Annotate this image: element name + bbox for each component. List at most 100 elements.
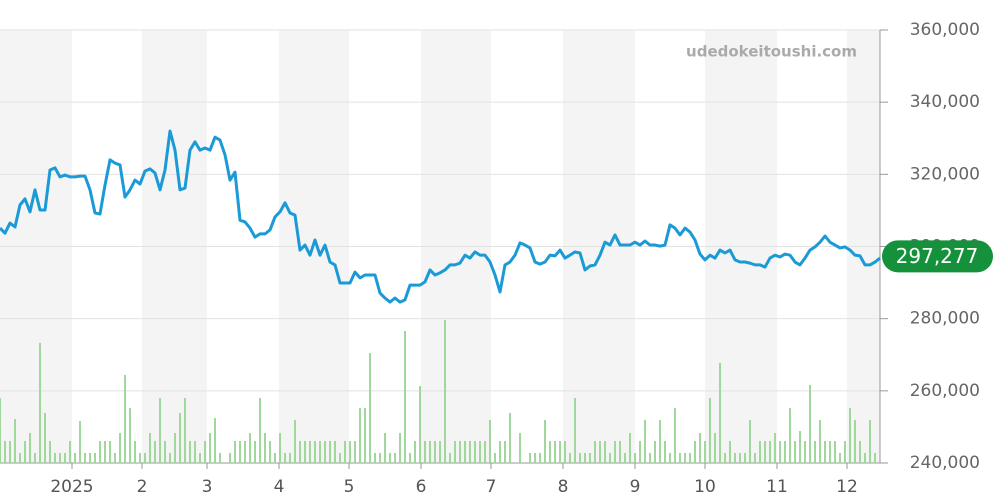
volume-bar <box>749 420 751 463</box>
volume-bar <box>339 453 341 463</box>
volume-bar <box>364 408 366 463</box>
volume-bar <box>584 453 586 463</box>
volume-bar <box>64 453 66 463</box>
x-tick-label: 8 <box>558 477 569 497</box>
volume-bar <box>424 441 426 463</box>
volume-bar <box>534 453 536 463</box>
x-tick-label: 9 <box>630 477 641 497</box>
volume-bar <box>189 441 191 463</box>
volume-bar <box>694 441 696 463</box>
volume-bar <box>669 453 671 463</box>
volume-bar <box>254 441 256 463</box>
x-tick-label: 2 <box>137 477 148 497</box>
volume-bar <box>314 441 316 463</box>
x-tick-label: 11 <box>766 477 788 497</box>
volume-bar <box>444 320 446 463</box>
volume-bar <box>844 441 846 463</box>
volume-bar <box>159 398 161 463</box>
volume-bar <box>639 441 641 463</box>
volume-bar <box>604 441 606 463</box>
volume-bar <box>24 441 26 463</box>
x-tick-label: 2025 <box>50 477 93 497</box>
x-tick-label: 10 <box>694 477 716 497</box>
volume-bar <box>99 441 101 463</box>
volume-bar <box>789 408 791 463</box>
volume-bar <box>729 441 731 463</box>
volume-bar <box>49 441 51 463</box>
volume-bar <box>464 441 466 463</box>
volume-bar <box>629 433 631 463</box>
volume-bar <box>714 433 716 463</box>
volume-bar <box>414 441 416 463</box>
volume-bar <box>289 453 291 463</box>
volume-bar <box>239 441 241 463</box>
volume-bar <box>199 453 201 463</box>
volume-bar <box>549 441 551 463</box>
volume-bar <box>279 433 281 463</box>
volume-bar <box>394 453 396 463</box>
volume-bar <box>739 453 741 463</box>
x-tick-label: 6 <box>416 477 427 497</box>
volume-bar <box>609 453 611 463</box>
volume-bar <box>214 418 216 463</box>
volume-bar <box>164 441 166 463</box>
x-tick-label: 4 <box>274 477 285 497</box>
volume-bar <box>554 441 556 463</box>
volume-bar <box>744 453 746 463</box>
volume-bar <box>799 431 801 463</box>
volume-bar <box>794 441 796 463</box>
volume-bar <box>664 441 666 463</box>
volume-bar <box>834 441 836 463</box>
x-tick-label: 3 <box>202 477 213 497</box>
volume-bar <box>494 453 496 463</box>
volume-bar <box>559 441 561 463</box>
volume-bar <box>94 453 96 463</box>
volume-bar <box>354 441 356 463</box>
volume-bar <box>439 441 441 463</box>
volume-bar <box>569 453 571 463</box>
volume-bar <box>809 385 811 463</box>
volume-bar <box>459 441 461 463</box>
volume-bar <box>434 441 436 463</box>
volume-bar <box>814 441 816 463</box>
volume-bar <box>429 441 431 463</box>
volume-bar <box>14 419 16 463</box>
volume-bar <box>644 420 646 463</box>
volume-bar <box>454 441 456 463</box>
volume-bar <box>399 433 401 463</box>
volume-bar <box>829 441 831 463</box>
volume-bar <box>369 353 371 463</box>
volume-bar <box>384 433 386 463</box>
watermark: udedokeitoushi.com <box>686 43 857 61</box>
volume-bar <box>529 453 531 463</box>
volume-bar <box>179 413 181 463</box>
volume-bar <box>594 441 596 463</box>
volume-bar <box>124 375 126 463</box>
volume-bar <box>284 453 286 463</box>
volume-bar <box>184 398 186 463</box>
volume-bar <box>34 453 36 463</box>
volume-bar <box>174 433 176 463</box>
volume-bar <box>849 408 851 463</box>
volume-bar <box>59 453 61 463</box>
volume-bar <box>54 453 56 463</box>
volume-bar <box>859 441 861 463</box>
y-tick-label: 320,000 <box>910 164 980 184</box>
volume-bar <box>619 441 621 463</box>
volume-bar <box>759 441 761 463</box>
volume-bar <box>319 441 321 463</box>
volume-bar <box>449 453 451 463</box>
volume-bar <box>244 441 246 463</box>
y-tick-label: 260,000 <box>910 381 980 401</box>
volume-bar <box>139 453 141 463</box>
volume-bar <box>169 453 171 463</box>
volume-bar <box>89 453 91 463</box>
volume-bar <box>504 441 506 463</box>
volume-bar <box>134 441 136 463</box>
y-tick-label: 340,000 <box>910 92 980 112</box>
x-tick-label: 7 <box>486 477 497 497</box>
volume-bar <box>704 441 706 463</box>
volume-bar <box>9 441 11 463</box>
volume-bar <box>499 441 501 463</box>
